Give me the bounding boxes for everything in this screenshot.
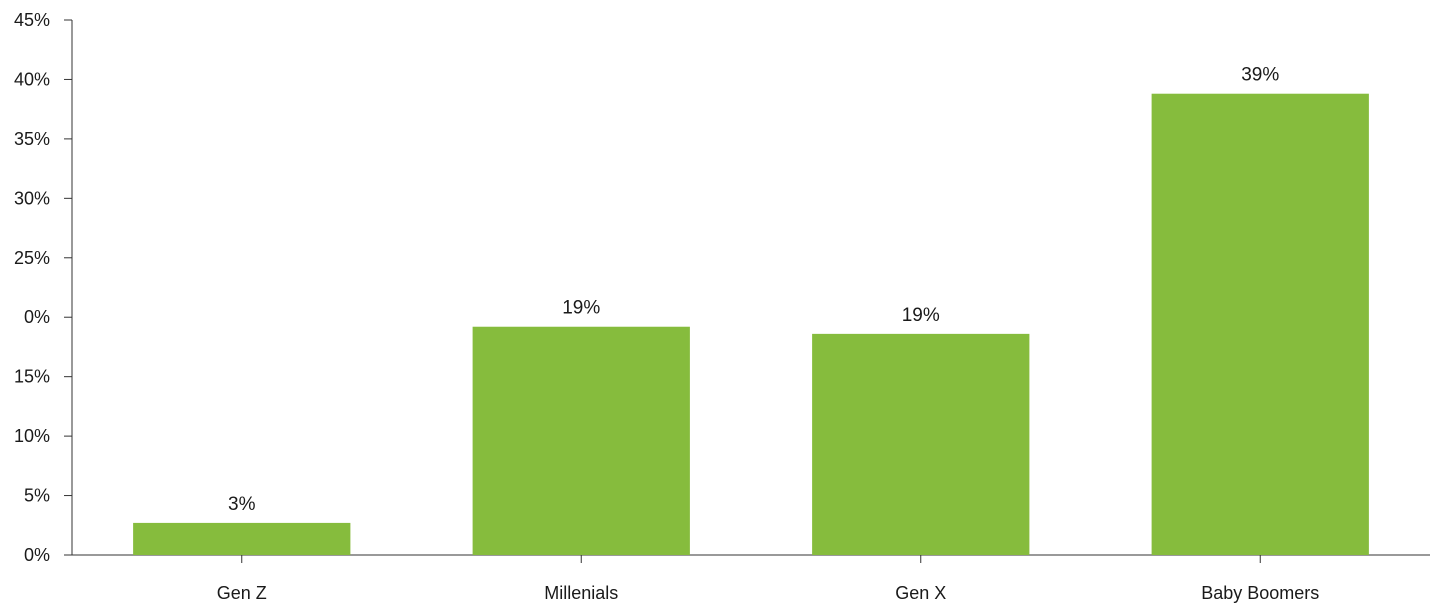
y-tick-label: 25% <box>14 248 50 268</box>
x-category-label: Gen X <box>895 583 946 603</box>
y-tick-label: 15% <box>14 367 50 387</box>
data-labels: 3% 19% 19% 39% <box>228 65 1279 515</box>
x-category-label: Baby Boomers <box>1201 583 1319 603</box>
y-tick-label: 0% <box>24 545 50 565</box>
bar <box>812 333 1030 555</box>
bar-value-label: 3% <box>228 494 256 515</box>
y-tick-label: 0% <box>24 307 50 327</box>
y-tick-label: 10% <box>14 426 50 446</box>
bar-value-label: 39% <box>1241 65 1279 86</box>
x-axis: Gen Z Millenials Gen X Baby Boomers <box>72 554 1430 603</box>
bar-value-label: 19% <box>902 305 940 326</box>
y-tick-label: 5% <box>24 486 50 506</box>
bar <box>1151 93 1369 555</box>
bar <box>133 522 351 555</box>
y-tick-label: 30% <box>14 188 50 208</box>
bar-value-label: 19% <box>562 298 600 319</box>
x-category-label: Millenials <box>544 583 618 603</box>
y-tick-label: 40% <box>14 69 50 89</box>
x-category-label: Gen Z <box>217 583 267 603</box>
y-tick-label: 35% <box>14 129 50 149</box>
bar <box>472 326 690 555</box>
y-tick-label: 45% <box>14 10 50 30</box>
bars <box>133 93 1369 555</box>
y-axis: 0% 5% 10% 15% 0% 25% 30% 35% 40% 45% <box>14 10 73 565</box>
